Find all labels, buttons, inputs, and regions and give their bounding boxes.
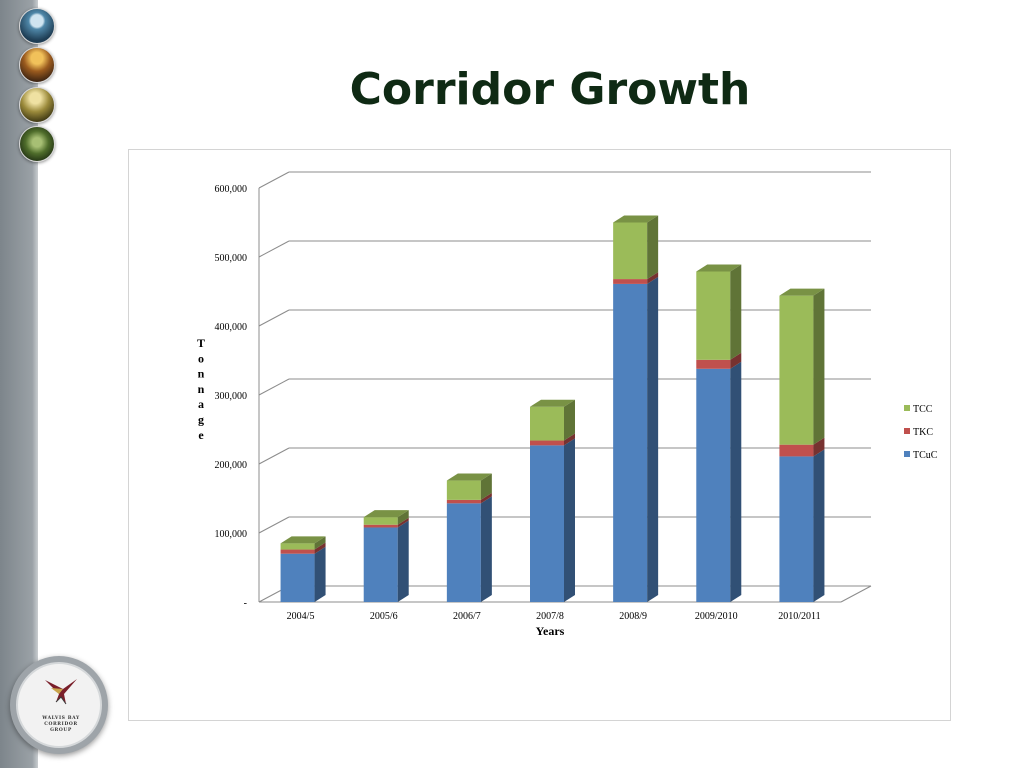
bar-tkc-2008-9	[613, 279, 648, 284]
y-axis-title-letter: a	[198, 397, 204, 411]
stacked-bar-chart: - 100,000 200,000 300,000 400,000 500,000 600,…	[197, 171, 938, 638]
logo-line-1: WALVIS BAY	[42, 716, 80, 721]
grid-side-line	[258, 516, 290, 534]
bar-tcc-2008-9-top	[613, 215, 659, 223]
x-tick-label: 2010/2011	[778, 611, 820, 622]
y-axis-title-letter: n	[198, 382, 205, 396]
bar-tcc-2007-8-top	[530, 399, 575, 407]
bar-tcuc-2009-2010-side	[730, 361, 742, 602]
bar-tcc-2005-6-side	[397, 510, 409, 525]
grid-side-line	[258, 378, 290, 396]
y-tick-label: 600,000	[215, 184, 248, 195]
port-crane-photo-thumbnail	[19, 87, 55, 123]
y-axis-title-letter: g	[198, 413, 204, 427]
bar-tcc-2008-9	[613, 222, 648, 280]
bar-tkc-2006-7-side	[480, 492, 492, 504]
grid-side-line	[258, 240, 290, 258]
bar-tcuc-2008-9-side	[647, 276, 659, 602]
x-tick-label: 2009/2010	[695, 611, 738, 622]
bar-tcc-2009-2010-side	[730, 264, 742, 360]
y-tick-label: 200,000	[215, 460, 248, 471]
bar-tcc-2006-7-side	[480, 473, 492, 500]
landscape-photo-thumbnail	[19, 8, 55, 44]
bar-tcuc-2010-2011-side	[813, 449, 825, 602]
railway-photo-thumbnail	[19, 47, 55, 83]
bar-tkc-2009-2010	[696, 359, 731, 369]
bar-tkc-2010-2011	[779, 444, 814, 457]
bar-tcc-2006-7-top	[446, 473, 492, 481]
bar-tcuc-2007-8	[530, 445, 564, 602]
bird-logo-icon	[45, 679, 77, 705]
legend-label-tcc: TCC	[913, 404, 933, 415]
bar-tkc-2005-6-side	[397, 517, 409, 528]
logo-disc: WALVIS BAY CORRIDOR GROUP	[16, 662, 102, 748]
bar-tkc-2009-2010-side	[730, 352, 742, 369]
bar-tkc-2006-7	[446, 499, 481, 504]
bar-tkc-2004-5-side	[314, 542, 326, 554]
y-axis-title-letter: e	[198, 428, 204, 442]
logo-line-2: CORRIDOR	[44, 722, 78, 727]
x-axis-title: Years	[536, 624, 565, 638]
grid-side-line	[258, 171, 290, 189]
bar-tkc-2005-6	[363, 524, 398, 528]
bar-tcc-2006-7	[446, 480, 481, 500]
grid-side-line	[258, 447, 290, 465]
bar-tcc-2010-2011-top	[779, 288, 825, 296]
legend-swatch-tkc	[904, 428, 910, 434]
legend-swatch-tcc	[904, 405, 910, 411]
floor-edge-line	[840, 585, 872, 603]
bar-tcc-2010-2011-side	[813, 288, 825, 445]
chart-frame: - 100,000 200,000 300,000 400,000 500,000 600,…	[128, 149, 951, 721]
y-tick-label: 300,000	[215, 391, 248, 402]
y-tick-label: 400,000	[215, 322, 248, 333]
bar-tcuc-2008-9	[613, 283, 648, 602]
y-tick-label: -	[244, 598, 247, 609]
bar-tcuc-2004-5-side	[314, 546, 326, 602]
bar-tcuc-2009-2010	[696, 368, 731, 602]
bar-tcc-2004-5-side	[314, 536, 326, 550]
bar-tcuc-2006-7	[446, 503, 481, 602]
truck-photo-thumbnail	[19, 126, 55, 162]
legend-label-tcuc: TCuC	[913, 450, 938, 461]
x-tick-label: 2008/9	[619, 611, 647, 622]
bar-tkc-2007-8-side	[564, 433, 575, 446]
legend-swatch-tcuc	[904, 451, 910, 457]
bar-tcc-2005-6-top	[363, 510, 409, 518]
y-tick-label: 500,000	[215, 253, 248, 264]
x-tick-label: 2006/7	[453, 611, 481, 622]
bar-tcc-2004-5-top	[280, 536, 326, 544]
bar-tcc-2004-5	[280, 543, 315, 550]
y-tick-label: 100,000	[215, 529, 248, 540]
bar-tcc-2007-8-side	[564, 399, 575, 441]
bar-tcuc-2005-6-side	[397, 520, 409, 602]
bar-tcc-2009-2010-top	[696, 264, 742, 272]
y-axis-title-letter: n	[198, 367, 205, 381]
company-logo: WALVIS BAY CORRIDOR GROUP	[10, 656, 108, 754]
bar-tcc-2007-8	[530, 406, 564, 441]
y-axis-title-letter: T	[197, 336, 205, 350]
bar-tcc-2005-6	[363, 517, 398, 525]
logo-line-3: GROUP	[50, 728, 72, 733]
bar-tkc-2007-8	[530, 440, 564, 446]
bar-tkc-2010-2011-side	[813, 437, 825, 457]
x-tick-label: 2005/6	[370, 611, 398, 622]
bar-tkc-2004-5	[280, 549, 315, 554]
bar-tcuc-2006-7-side	[480, 496, 492, 602]
legend-label-tkc: TKC	[913, 427, 933, 438]
slide-title: Corridor Growth	[349, 64, 751, 115]
bar-tcuc-2010-2011	[779, 456, 814, 602]
x-tick-label: 2007/8	[536, 611, 564, 622]
bar-tcuc-2004-5	[280, 553, 315, 602]
bar-tcc-2009-2010	[696, 271, 731, 360]
bar-tcc-2010-2011	[779, 295, 814, 445]
bar-tcuc-2005-6	[363, 527, 398, 602]
x-tick-label: 2004/5	[287, 611, 315, 622]
grid-side-line	[258, 309, 290, 327]
bar-tcc-2008-9-side	[647, 215, 659, 280]
bar-tcuc-2007-8-side	[564, 438, 575, 602]
y-axis-title-letter: o	[198, 351, 204, 365]
logo-wordmark: WALVIS BAY CORRIDOR GROUP	[18, 716, 104, 734]
bar-tkc-2008-9-side	[647, 272, 659, 284]
